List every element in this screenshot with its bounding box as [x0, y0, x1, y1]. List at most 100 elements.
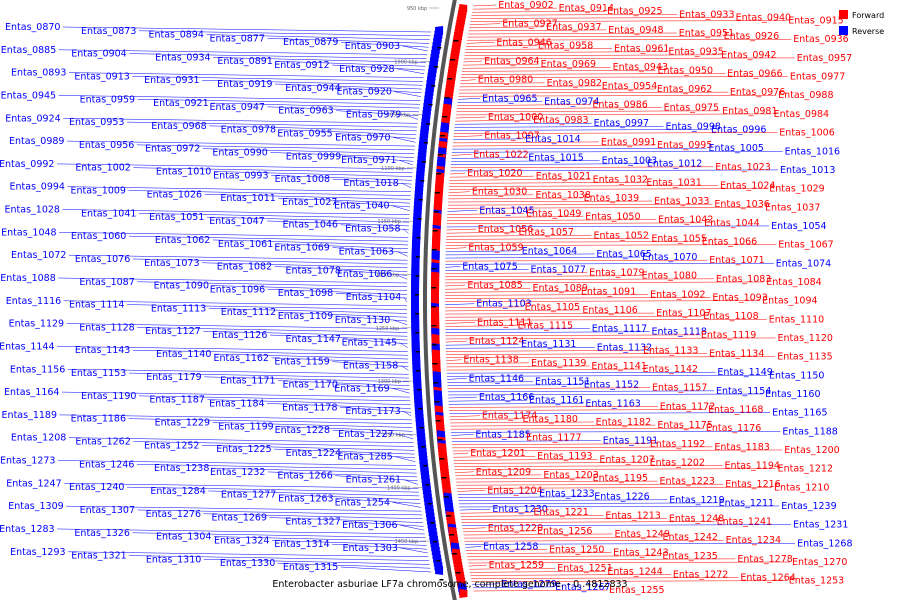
gene-label-reverse: Entas_1227	[338, 429, 393, 440]
gene-label-forward: Entas_1133	[643, 345, 698, 356]
connector-line	[202, 79, 423, 86]
connector-line	[275, 60, 426, 67]
connector-line	[451, 434, 474, 436]
gene-label-reverse: Entas_1165	[772, 408, 827, 419]
gene-label-reverse: Entas_1130	[335, 315, 390, 326]
connector-line	[278, 311, 408, 318]
gene-label-forward: Entas_1059	[468, 243, 523, 254]
connector-line	[465, 543, 796, 545]
gene-label-reverse: Entas_1169	[334, 383, 389, 394]
connector-line	[57, 528, 425, 535]
feature-tick	[433, 382, 439, 384]
legend: Forward Reverse	[839, 10, 884, 36]
gene-label-forward: Entas_0915	[788, 16, 843, 27]
connector-line	[464, 51, 667, 53]
tick-label: 1250 kbp	[376, 326, 400, 332]
gene-label-reverse: Entas_1224	[286, 448, 341, 459]
connector-line	[449, 412, 771, 414]
feature-tick	[422, 161, 427, 163]
gene-label-reverse: Entas_1303	[342, 543, 397, 554]
gene-label-reverse: Entas_1126	[212, 330, 267, 341]
gene-label-reverse: Entas_1072	[11, 250, 66, 261]
gene-label-reverse: Entas_1061	[218, 239, 273, 250]
gene-label-forward: Entas_1066	[702, 236, 757, 247]
gene-label-reverse: Entas_1159	[274, 357, 329, 368]
gene-label-reverse: Entas_1060	[71, 231, 126, 242]
connector-line	[213, 171, 413, 177]
connector-line	[460, 79, 476, 81]
connector-line	[395, 456, 416, 462]
gene-label-forward: Entas_1202	[650, 457, 705, 468]
feature-tick	[431, 268, 437, 270]
gene-label-reverse: Entas_0965	[482, 93, 537, 104]
connector-line	[343, 156, 414, 162]
connector-line	[445, 328, 590, 330]
gene-label-forward: Entas_1037	[765, 202, 820, 213]
gene-label-reverse: Entas_1028	[5, 205, 60, 216]
gene-label-forward: Entas_1049	[526, 208, 581, 219]
connector-line	[343, 452, 416, 459]
connector-line	[202, 262, 408, 269]
gene-label-forward: Entas_1157	[652, 383, 707, 394]
gene-label-forward: Entas_1207	[599, 454, 654, 465]
connector-line	[343, 87, 422, 94]
gene-label-reverse: Entas_1153	[71, 368, 126, 379]
connector-line	[343, 270, 408, 276]
feature-tick	[420, 180, 425, 182]
connector-line	[269, 517, 424, 523]
gene-label-reverse: Entas_0993	[213, 170, 268, 181]
gene-label-reverse: Entas_1154	[716, 386, 771, 397]
gene-label-forward: Entas_0977	[790, 72, 845, 83]
gene-label-reverse: Entas_1012	[647, 159, 702, 170]
gene-label-reverse: Entas_1103	[476, 299, 531, 310]
gene-label-reverse: Entas_1277	[221, 490, 276, 501]
connector-line	[203, 513, 423, 520]
gene-label-forward: Entas_0935	[668, 47, 723, 58]
gene-label-forward: Entas_1091	[581, 286, 636, 297]
connector-line	[445, 253, 595, 256]
connector-line	[275, 243, 408, 250]
gene-label-reverse: Entas_1143	[75, 345, 130, 356]
connector-line	[445, 275, 640, 277]
feature-tick	[419, 427, 424, 429]
connector-line	[459, 85, 600, 88]
gene-label-reverse: Entas_1163	[585, 398, 640, 409]
connector-line	[461, 518, 667, 520]
gene-label-forward: Entas_1000	[488, 112, 543, 123]
connector-line	[278, 494, 420, 500]
tick-label: 1400 kbp	[387, 486, 411, 492]
connector-line	[63, 118, 418, 124]
connector-line	[445, 250, 520, 253]
gene-label-reverse: Entas_1127	[145, 326, 200, 337]
gene-label-forward: Entas_1021	[536, 171, 591, 182]
gene-label-reverse: Entas_1051	[149, 212, 204, 223]
connector-line	[268, 471, 418, 478]
gene-label-forward: Entas_1134	[709, 349, 764, 360]
gene-label-reverse: Entas_1191	[603, 436, 658, 447]
feature-tick	[416, 237, 421, 239]
feature-tick	[438, 154, 444, 156]
connector-line	[471, 580, 787, 582]
gene-label-reverse: Entas_1263	[278, 494, 333, 505]
gene-label-reverse: Entas_1146	[469, 373, 524, 384]
gene-label-forward: Entas_1044	[704, 218, 759, 229]
connector-line	[269, 334, 408, 341]
connector-line	[445, 309, 581, 312]
gene-label-forward: Entas_1094	[762, 296, 817, 307]
gene-label-reverse: Entas_1140	[156, 349, 211, 360]
connector-line	[445, 319, 767, 321]
gene-label-forward: Entas_1084	[766, 277, 821, 288]
gene-label-reverse: Entas_1173	[345, 406, 400, 417]
connector-line	[68, 72, 424, 78]
gene-label-reverse: Entas_1185	[475, 429, 530, 440]
gene-label-reverse: Entas_1284	[150, 486, 205, 497]
gene-label-reverse: Entas_1254	[335, 497, 390, 508]
gene-label-reverse: Entas_0999	[286, 151, 341, 162]
gene-label-reverse: Entas_0955	[277, 128, 332, 139]
gene-label-forward: Entas_1107	[656, 308, 711, 319]
gene-label-forward: Entas_1105	[525, 302, 580, 313]
gene-label-reverse: Entas_1096	[210, 284, 265, 295]
gene-label-reverse: Entas_1188	[782, 426, 837, 437]
feature-tick	[426, 123, 431, 125]
connector-line	[461, 76, 788, 78]
